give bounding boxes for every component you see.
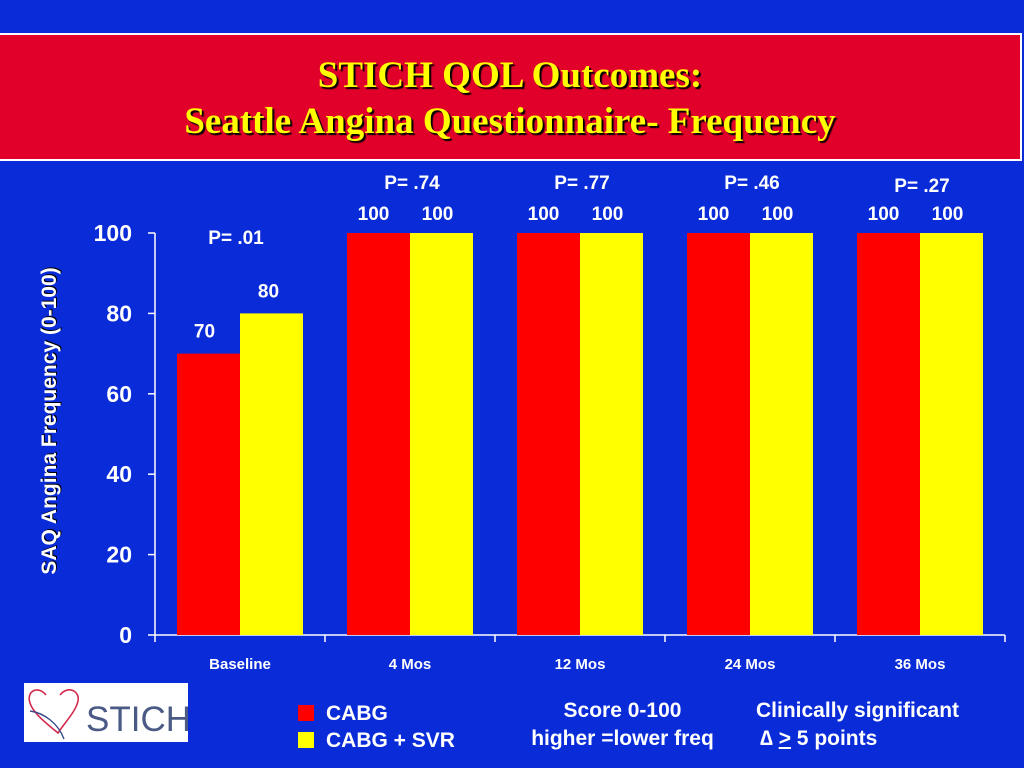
- x-tick-label: 12 Mos: [555, 656, 606, 673]
- bar-chart: 0 20 40 60 80 100 SAQ Angina Frequency (0-100)…: [38, 173, 1006, 673]
- y-axis-label: SAQ Angina Frequency (0-100): [38, 267, 61, 574]
- data-label: 100: [762, 204, 794, 225]
- data-label: 100: [528, 204, 560, 225]
- stich-logo: STICH: [24, 683, 191, 742]
- bar-cabg-svr: [750, 233, 813, 635]
- bar-cabg-svr: [920, 233, 983, 635]
- delta-symbol: ∆: [760, 727, 773, 750]
- bar-cabg: [177, 353, 240, 635]
- data-label: 100: [592, 204, 624, 225]
- p-value-label: P= .01: [208, 228, 264, 249]
- x-tick-label: 24 Mos: [725, 656, 776, 673]
- data-label: 80: [258, 281, 279, 302]
- bar-cabg: [687, 233, 750, 635]
- legend-label-cabg-svr: CABG + SVR: [326, 729, 455, 752]
- p-value-label: P= .74: [384, 173, 440, 194]
- title-line-1: STICH QOL Outcomes:: [317, 55, 703, 96]
- bar-cabg: [347, 233, 410, 635]
- logo-text: STICH: [86, 700, 188, 739]
- score-note: Score 0-100 higher =lower freq: [510, 699, 735, 751]
- y-tick-label: 60: [106, 381, 132, 407]
- legend-label-cabg: CABG: [326, 702, 388, 725]
- legend-swatch-cabg: [298, 705, 314, 721]
- bar-cabg: [857, 233, 920, 635]
- p-value-label: P= .27: [894, 176, 949, 197]
- data-label: 100: [358, 204, 390, 225]
- clinical-note: Clinically significant ∆ > 5 points: [756, 699, 1008, 751]
- bar-cabg: [517, 233, 580, 635]
- y-tick-label: 100: [94, 220, 132, 246]
- clinical-note-threshold: 5 points: [790, 727, 878, 750]
- data-label: 70: [194, 322, 215, 343]
- y-tick-label: 20: [106, 542, 132, 568]
- legend-swatch-cabg-svr: [298, 732, 314, 748]
- gte-symbol: >: [778, 727, 791, 750]
- bar-cabg-svr: [240, 313, 303, 635]
- x-tick-label: 4 Mos: [389, 656, 432, 673]
- clinical-note-line1: Clinically significant: [756, 699, 960, 722]
- bar-cabg-svr: [410, 233, 473, 635]
- p-value-label: P= .77: [554, 173, 609, 194]
- x-tick-label: 36 Mos: [895, 656, 946, 673]
- clinical-note-line2: ∆ > 5 points: [756, 727, 1008, 751]
- score-note-line1: Score 0-100: [563, 699, 682, 722]
- y-tick-label: 0: [119, 622, 132, 648]
- y-tick-label: 80: [106, 300, 132, 326]
- data-label: 100: [868, 204, 900, 225]
- data-label: 100: [698, 204, 730, 225]
- data-label: 100: [422, 204, 454, 225]
- bar-cabg-svr: [580, 233, 643, 635]
- score-note-line2: higher =lower freq: [531, 727, 714, 750]
- heart-outline-icon: STICH: [28, 689, 191, 740]
- title-banner: STICH QOL Outcomes: Seattle Angina Quest…: [0, 33, 1022, 161]
- title-line-2: Seattle Angina Questionnaire- Frequency: [184, 101, 836, 142]
- x-tick-label: Baseline: [209, 656, 271, 673]
- p-value-label: P= .46: [724, 173, 779, 194]
- y-tick-label: 40: [106, 461, 132, 487]
- data-label: 100: [932, 204, 964, 225]
